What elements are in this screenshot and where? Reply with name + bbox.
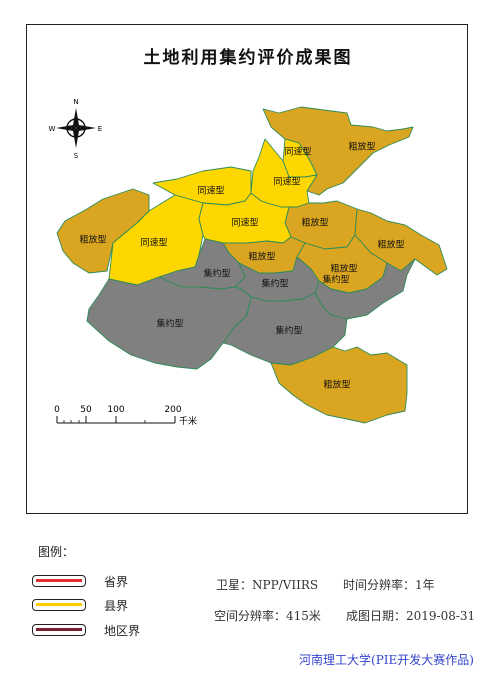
region-label: 粗放型 xyxy=(79,234,106,246)
legend-heading: 图例： xyxy=(38,545,75,559)
province-boundary-line xyxy=(36,579,82,582)
map-date: 成图日期：2019-08-31 xyxy=(346,609,476,623)
region-label: 同速型 xyxy=(284,147,311,158)
map-title: 土地利用集约评价成果图 xyxy=(143,48,353,68)
scale-tick-label: 100 xyxy=(107,405,124,415)
region-layer xyxy=(56,106,448,424)
region-label: 集约型 xyxy=(203,268,230,280)
region-label: 粗放型 xyxy=(301,217,328,229)
region-label: 集约型 xyxy=(322,274,349,286)
scale-unit: 千米 xyxy=(179,415,197,427)
region-label: 同速型 xyxy=(273,177,300,188)
compass-west: W xyxy=(49,125,56,133)
region-label: 集约型 xyxy=(261,278,288,290)
legend-label: 省界 xyxy=(104,575,129,589)
legend-label: 县界 xyxy=(104,599,129,613)
scale-tick-label: 0 xyxy=(54,405,60,415)
province-boundary-swatch xyxy=(32,575,86,587)
region-17 xyxy=(270,346,408,424)
region-label: 同速型 xyxy=(140,238,167,249)
satellite-info: 卫星：NPP/VIIRS xyxy=(216,578,319,592)
region-label: 粗放型 xyxy=(377,239,404,251)
temporal-resolution: 时间分辨率：1年 xyxy=(343,578,435,592)
district-boundary-line xyxy=(36,628,82,631)
region-label: 集约型 xyxy=(275,325,302,337)
compass-south: S xyxy=(74,152,79,160)
region-label: 同速型 xyxy=(231,218,258,229)
district-boundary-swatch xyxy=(32,624,86,636)
spatial-resolution: 空间分辨率：415米 xyxy=(214,609,321,623)
legend-label: 地区界 xyxy=(104,624,141,638)
region-label: 粗放型 xyxy=(330,263,357,275)
scale-tick-label: 200 xyxy=(164,405,181,415)
compass-north: N xyxy=(73,98,78,106)
region-label: 粗放型 xyxy=(323,379,350,391)
region-label: 粗放型 xyxy=(348,141,375,153)
region-label: 集约型 xyxy=(156,318,183,330)
region-label: 同速型 xyxy=(197,186,224,197)
credit-text: 河南理工大学(PIE开发大赛作品) xyxy=(299,653,474,667)
county-boundary-swatch xyxy=(32,599,86,611)
scale-tick-label: 50 xyxy=(80,405,92,415)
region-9 xyxy=(198,192,292,244)
compass-icon: N S E W xyxy=(49,98,103,160)
region-4 xyxy=(56,188,150,274)
map-canvas: 粗放型同速型同速型粗放型同速型同速型粗放型粗放型同速型粗放型集约型 粗放型集约型集… xyxy=(49,98,448,427)
compass-east: E xyxy=(98,125,102,133)
map-frame: 土地利用集约评价成果图 粗放型 同速型 同速型 粗放型 同速型 同速型 粗放型 粗放型 同速型粗… xyxy=(26,24,468,514)
region-label: 粗放型 xyxy=(248,251,275,263)
scale-bar: 0 50 100 200 千米 xyxy=(54,405,197,427)
region-label-layer: 粗放型同速型同速型粗放型同速型同速型粗放型粗放型同速型粗放型集约型 粗放型集约型集… xyxy=(79,141,404,391)
county-boundary-line xyxy=(36,603,82,606)
